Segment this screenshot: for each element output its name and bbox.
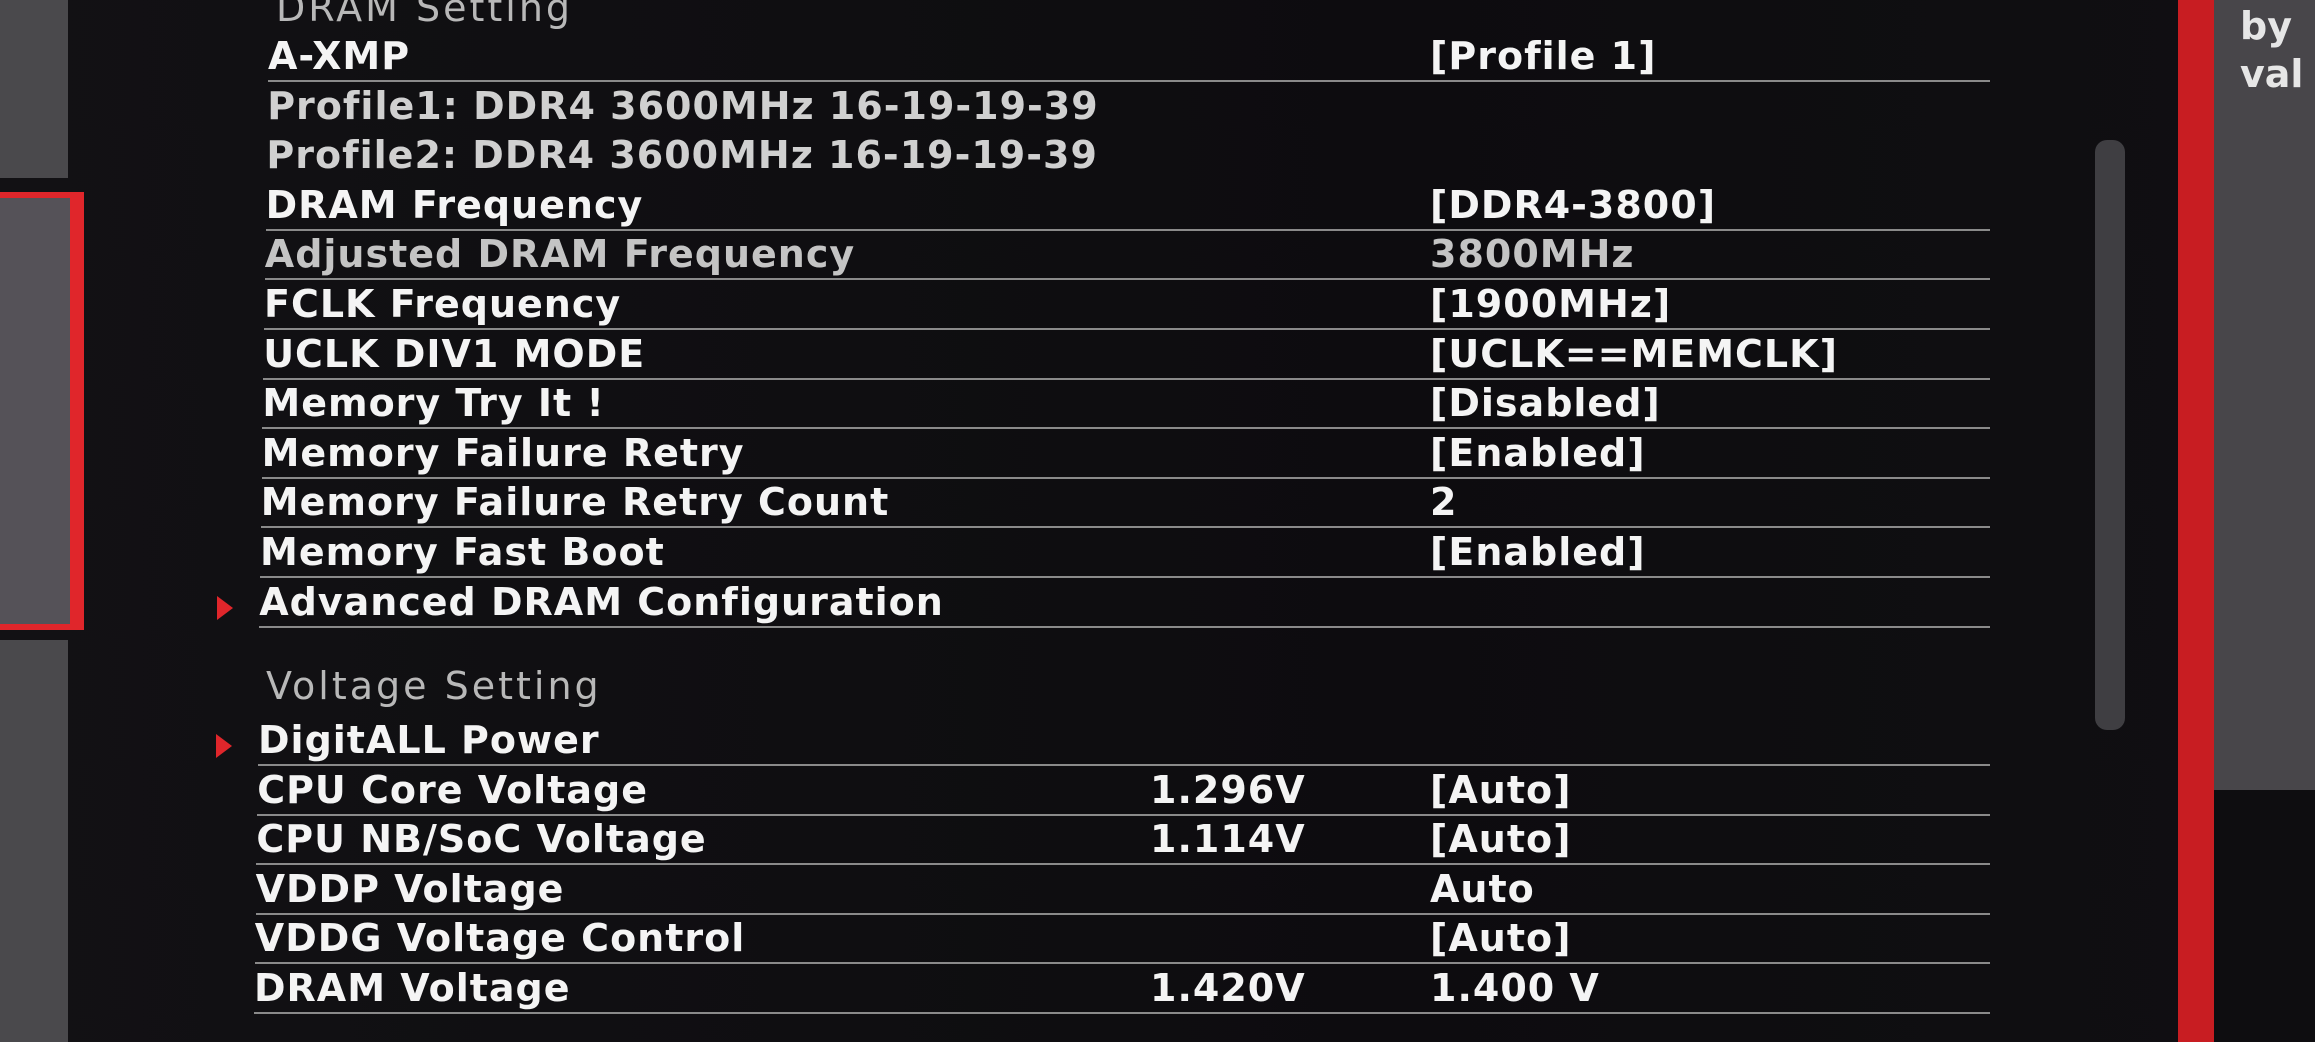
section-title: DRAM Setting [276, 0, 574, 30]
setting-label[interactable]: Adjusted DRAM Frequency [264, 232, 856, 277]
setting-value[interactable]: Auto [1430, 866, 1535, 911]
separator [255, 912, 1990, 915]
setting-label[interactable]: Memory Failure Retry [261, 430, 745, 475]
setting-value[interactable]: [Profile 1] [1430, 34, 1657, 78]
separator [260, 576, 1990, 578]
setting-value[interactable]: [DDR4-3800] [1430, 182, 1717, 227]
separator [265, 228, 1990, 231]
setting-label[interactable]: DRAM Voltage [254, 966, 571, 1010]
setting-label[interactable]: Memory Failure Retry Count [260, 480, 890, 525]
separator [254, 962, 1990, 965]
help-text: by [2240, 4, 2292, 48]
setting-value[interactable]: [Auto] [1430, 767, 1572, 812]
setting-label[interactable]: Memory Fast Boot [260, 530, 665, 574]
separator [261, 476, 1990, 479]
separator [256, 863, 1990, 866]
setting-value[interactable]: [UCLK==MEMCLK] [1430, 331, 1838, 376]
setting-label[interactable]: VDDP Voltage [255, 866, 565, 911]
separator [260, 526, 1990, 529]
section-title: Voltage Setting [266, 664, 602, 708]
separator [262, 427, 1990, 430]
help-text: val [2240, 52, 2304, 96]
setting-label[interactable]: Profile2: DDR4 3600MHz 16-19-19-39 [266, 133, 1098, 178]
setting-label[interactable]: Profile1: DDR4 3600MHz 16-19-19-39 [267, 83, 1099, 128]
setting-value[interactable]: 2 [1430, 480, 1458, 525]
current-value: 1.114V [1150, 817, 1306, 862]
setting-label[interactable]: Memory Try It ! [262, 381, 605, 426]
key-panel [2214, 790, 2315, 1042]
setting-value[interactable]: [Disabled] [1430, 381, 1661, 426]
setting-label[interactable]: VDDG Voltage Control [254, 916, 746, 961]
separator [258, 764, 1990, 766]
setting-label[interactable]: CPU NB/SoC Voltage [256, 817, 707, 862]
setting-label[interactable]: DigitALL Power [258, 718, 600, 762]
left-tab [0, 0, 68, 178]
setting-label[interactable]: A-XMP [268, 34, 411, 78]
separator [268, 80, 1990, 82]
setting-value[interactable]: [Auto] [1430, 916, 1572, 961]
submenu-arrow [216, 734, 232, 758]
separator [263, 377, 1990, 380]
submenu-arrow [217, 595, 234, 620]
setting-value[interactable]: [1900MHz] [1430, 282, 1672, 326]
setting-label[interactable]: FCLK Frequency [264, 282, 622, 326]
separator [257, 813, 1990, 816]
setting-value[interactable]: 3800MHz [1430, 232, 1635, 277]
panel-border [2178, 0, 2214, 1042]
current-value: 1.420V [1150, 966, 1306, 1010]
separator [264, 278, 1990, 281]
setting-label[interactable]: DRAM Frequency [265, 182, 644, 227]
setting-value[interactable]: 1.400 V [1430, 966, 1600, 1010]
setting-label[interactable]: CPU Core Voltage [257, 767, 648, 812]
separator [264, 328, 1990, 330]
left-tab-active [0, 192, 84, 630]
setting-value[interactable]: [Auto] [1430, 817, 1572, 862]
separator [254, 1012, 1990, 1014]
scrollbar[interactable] [2095, 140, 2125, 730]
setting-value[interactable]: [Enabled] [1430, 430, 1646, 475]
setting-value[interactable]: [Enabled] [1430, 530, 1646, 574]
left-tab [0, 640, 68, 1042]
setting-label[interactable]: Advanced DRAM Configuration [259, 579, 944, 624]
setting-label[interactable]: UCLK DIV1 MODE [263, 331, 646, 376]
current-value: 1.296V [1150, 767, 1306, 812]
separator [259, 625, 1990, 628]
